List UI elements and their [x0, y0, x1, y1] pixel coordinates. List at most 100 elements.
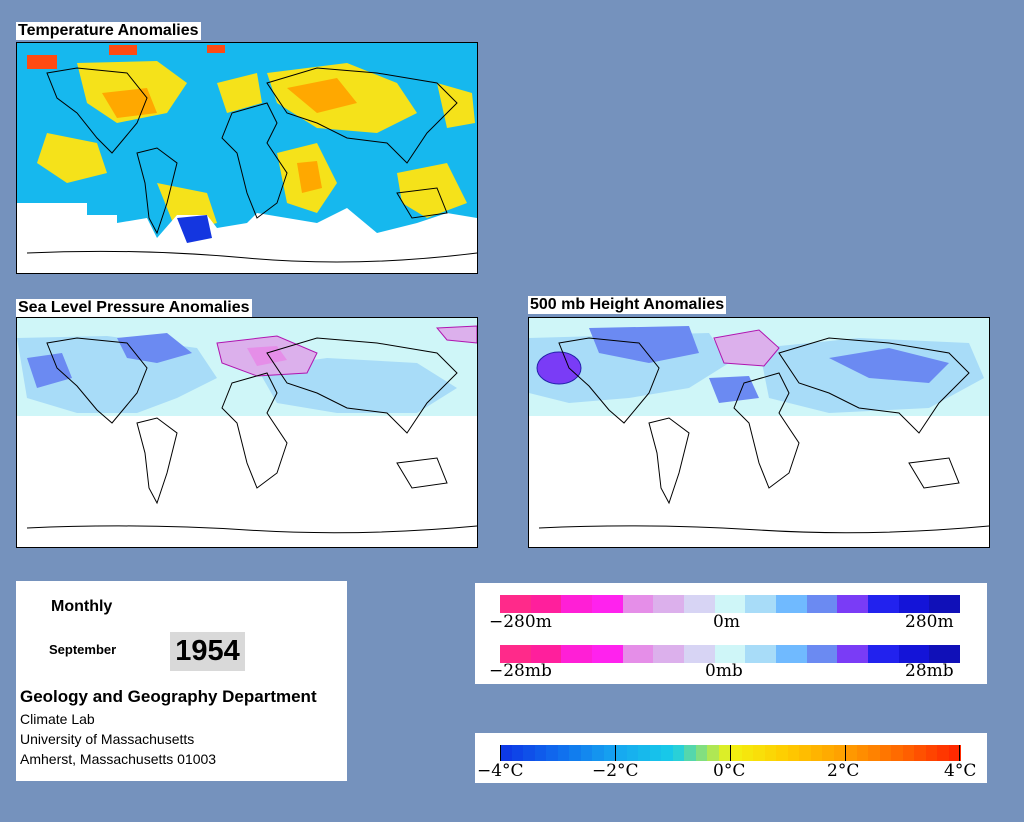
pressure-scale-max: 28mb [905, 661, 954, 681]
color-bar-cell [914, 745, 926, 761]
temperature-color-bar [500, 745, 961, 761]
color-bar-cell [776, 595, 807, 613]
lab-label: Climate Lab [20, 711, 95, 727]
color-bar-cell [898, 595, 930, 613]
pressure-color-bar [500, 645, 961, 663]
color-bar-cell [500, 745, 512, 761]
color-bar-cell [868, 745, 880, 761]
temp-scale-label-3: 2°C [827, 761, 860, 781]
color-bar-cell [695, 745, 708, 761]
color-bar-cell [837, 645, 869, 663]
color-bar-cell [626, 745, 639, 761]
color-bar-cell [546, 745, 558, 761]
color-bar-cell [856, 745, 869, 761]
height-map-title: 500 mb Height Anomalies [528, 296, 727, 314]
color-bar-cell [776, 645, 807, 663]
color-bar-cell [810, 745, 823, 761]
color-bar-cell [592, 745, 604, 761]
color-bar-cell [684, 645, 715, 663]
color-bar-cell [603, 745, 616, 761]
color-bar-cell [868, 645, 899, 663]
color-bar-cell [534, 745, 547, 761]
slp-anomaly-map [16, 317, 478, 548]
temp-scale-label-1: −2°C [592, 761, 639, 781]
height-scale-mid: 0m [713, 612, 740, 632]
color-bar-cell [511, 745, 524, 761]
temperature-legend: −4°C −2°C 0°C 2°C 4°C [475, 733, 987, 783]
color-bar-cell [730, 745, 742, 761]
color-bar-cell [569, 745, 581, 761]
slp-map-title: Sea Level Pressure Anomalies [16, 299, 252, 317]
month-label: September [49, 642, 117, 657]
color-bar-cell [806, 595, 838, 613]
color-bar-cell [592, 595, 623, 613]
color-bar-cell [580, 745, 593, 761]
color-bar-cell [500, 595, 531, 613]
temp-scale-label-4: 4°C [944, 761, 977, 781]
color-bar-cell [741, 745, 754, 761]
color-bar-cell [799, 745, 811, 761]
color-bar-cell [929, 645, 961, 663]
pressure-height-legend: −280m 0m 280m −28mb 0mb 28mb [475, 583, 987, 684]
temperature-anomaly-map [16, 42, 478, 274]
color-bar-cell [684, 595, 715, 613]
color-bar-cell [879, 745, 892, 761]
color-bar-cell [776, 745, 788, 761]
color-bar-cell [714, 645, 746, 663]
color-bar-cell [714, 595, 746, 613]
color-bar-cell [638, 745, 650, 761]
height-scale-max: 280m [905, 612, 954, 632]
color-bar-cell [948, 745, 961, 761]
color-bar-cell [622, 645, 654, 663]
color-bar-cell [500, 645, 531, 663]
period-label: Monthly [51, 598, 113, 615]
department-label: Geology and Geography Department [20, 687, 317, 706]
color-bar-cell [672, 745, 685, 761]
color-bar-tick [845, 745, 846, 761]
color-bar-cell [530, 595, 562, 613]
temperature-map-title: Temperature Anomalies [16, 22, 201, 40]
color-bar-cell [837, 595, 869, 613]
color-bar-tick [730, 745, 731, 761]
info-panel: Monthly September 1954 Geology and Geogr… [16, 581, 347, 781]
color-bar-cell [898, 645, 930, 663]
color-bar-cell [745, 645, 777, 663]
color-bar-cell [929, 595, 961, 613]
height-color-bar [500, 595, 961, 613]
color-bar-cell [653, 645, 685, 663]
color-bar-tick [500, 745, 501, 761]
pressure-scale-mid: 0mb [705, 661, 743, 681]
color-bar-cell [707, 745, 719, 761]
color-bar-cell [592, 645, 623, 663]
color-bar-cell [806, 645, 838, 663]
color-bar-cell [845, 745, 857, 761]
color-bar-tick [959, 745, 960, 761]
month-box: September [49, 641, 122, 661]
color-bar-cell [891, 745, 903, 761]
color-bar-cell [745, 595, 777, 613]
color-bar-cell [622, 595, 654, 613]
color-bar-cell [925, 745, 938, 761]
color-bar-cell [902, 745, 915, 761]
color-bar-cell [561, 595, 593, 613]
color-bar-cell [753, 745, 765, 761]
color-bar-cell [937, 745, 949, 761]
color-bar-cell [684, 745, 696, 761]
color-bar-cell [561, 645, 593, 663]
color-bar-cell [523, 745, 535, 761]
color-bar-tick [615, 745, 616, 761]
color-bar-cell [868, 595, 899, 613]
color-bar-cell [649, 745, 662, 761]
color-bar-cell [833, 745, 846, 761]
color-bar-cell [557, 745, 570, 761]
color-bar-cell [787, 745, 800, 761]
address-label: Amherst, Massachusetts 01003 [20, 751, 217, 767]
color-bar-cell [653, 595, 685, 613]
color-bar-cell [822, 745, 834, 761]
temp-scale-label-2: 0°C [713, 761, 746, 781]
height-scale-min: −280m [489, 612, 552, 632]
height-anomaly-map [528, 317, 990, 548]
temp-scale-label-0: −4°C [477, 761, 524, 781]
university-label: University of Massachusetts [20, 731, 195, 747]
color-bar-cell [718, 745, 731, 761]
